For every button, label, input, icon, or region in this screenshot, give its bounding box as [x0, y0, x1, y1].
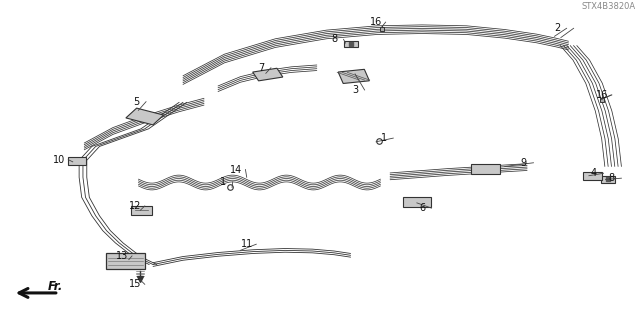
Text: 7: 7: [259, 63, 264, 73]
Text: 10: 10: [52, 155, 65, 165]
Text: 15: 15: [129, 279, 141, 289]
FancyBboxPatch shape: [583, 172, 602, 180]
FancyBboxPatch shape: [344, 41, 358, 47]
Text: 16: 16: [370, 17, 382, 27]
Text: 6: 6: [419, 203, 425, 213]
FancyBboxPatch shape: [403, 197, 431, 207]
Text: 8: 8: [331, 34, 337, 44]
Text: 8: 8: [609, 173, 615, 183]
Text: 16: 16: [596, 90, 608, 100]
Text: 1: 1: [220, 177, 226, 187]
Text: 9: 9: [521, 158, 527, 168]
FancyBboxPatch shape: [471, 164, 500, 174]
Text: 12: 12: [129, 201, 141, 211]
Text: STX4B3820A: STX4B3820A: [581, 2, 636, 11]
FancyBboxPatch shape: [131, 206, 152, 215]
Text: 5: 5: [133, 97, 140, 107]
Text: Fr.: Fr.: [48, 280, 63, 293]
Text: 14: 14: [230, 165, 242, 174]
FancyBboxPatch shape: [338, 69, 369, 84]
Text: 2: 2: [554, 23, 560, 33]
FancyBboxPatch shape: [68, 157, 86, 165]
Text: 11: 11: [241, 239, 253, 249]
FancyBboxPatch shape: [126, 108, 164, 125]
FancyBboxPatch shape: [253, 68, 283, 81]
FancyBboxPatch shape: [601, 176, 615, 182]
Text: 4: 4: [591, 168, 597, 178]
Text: 3: 3: [352, 85, 358, 95]
Text: 13: 13: [116, 251, 129, 261]
Text: 1: 1: [381, 133, 387, 143]
FancyBboxPatch shape: [106, 254, 145, 270]
